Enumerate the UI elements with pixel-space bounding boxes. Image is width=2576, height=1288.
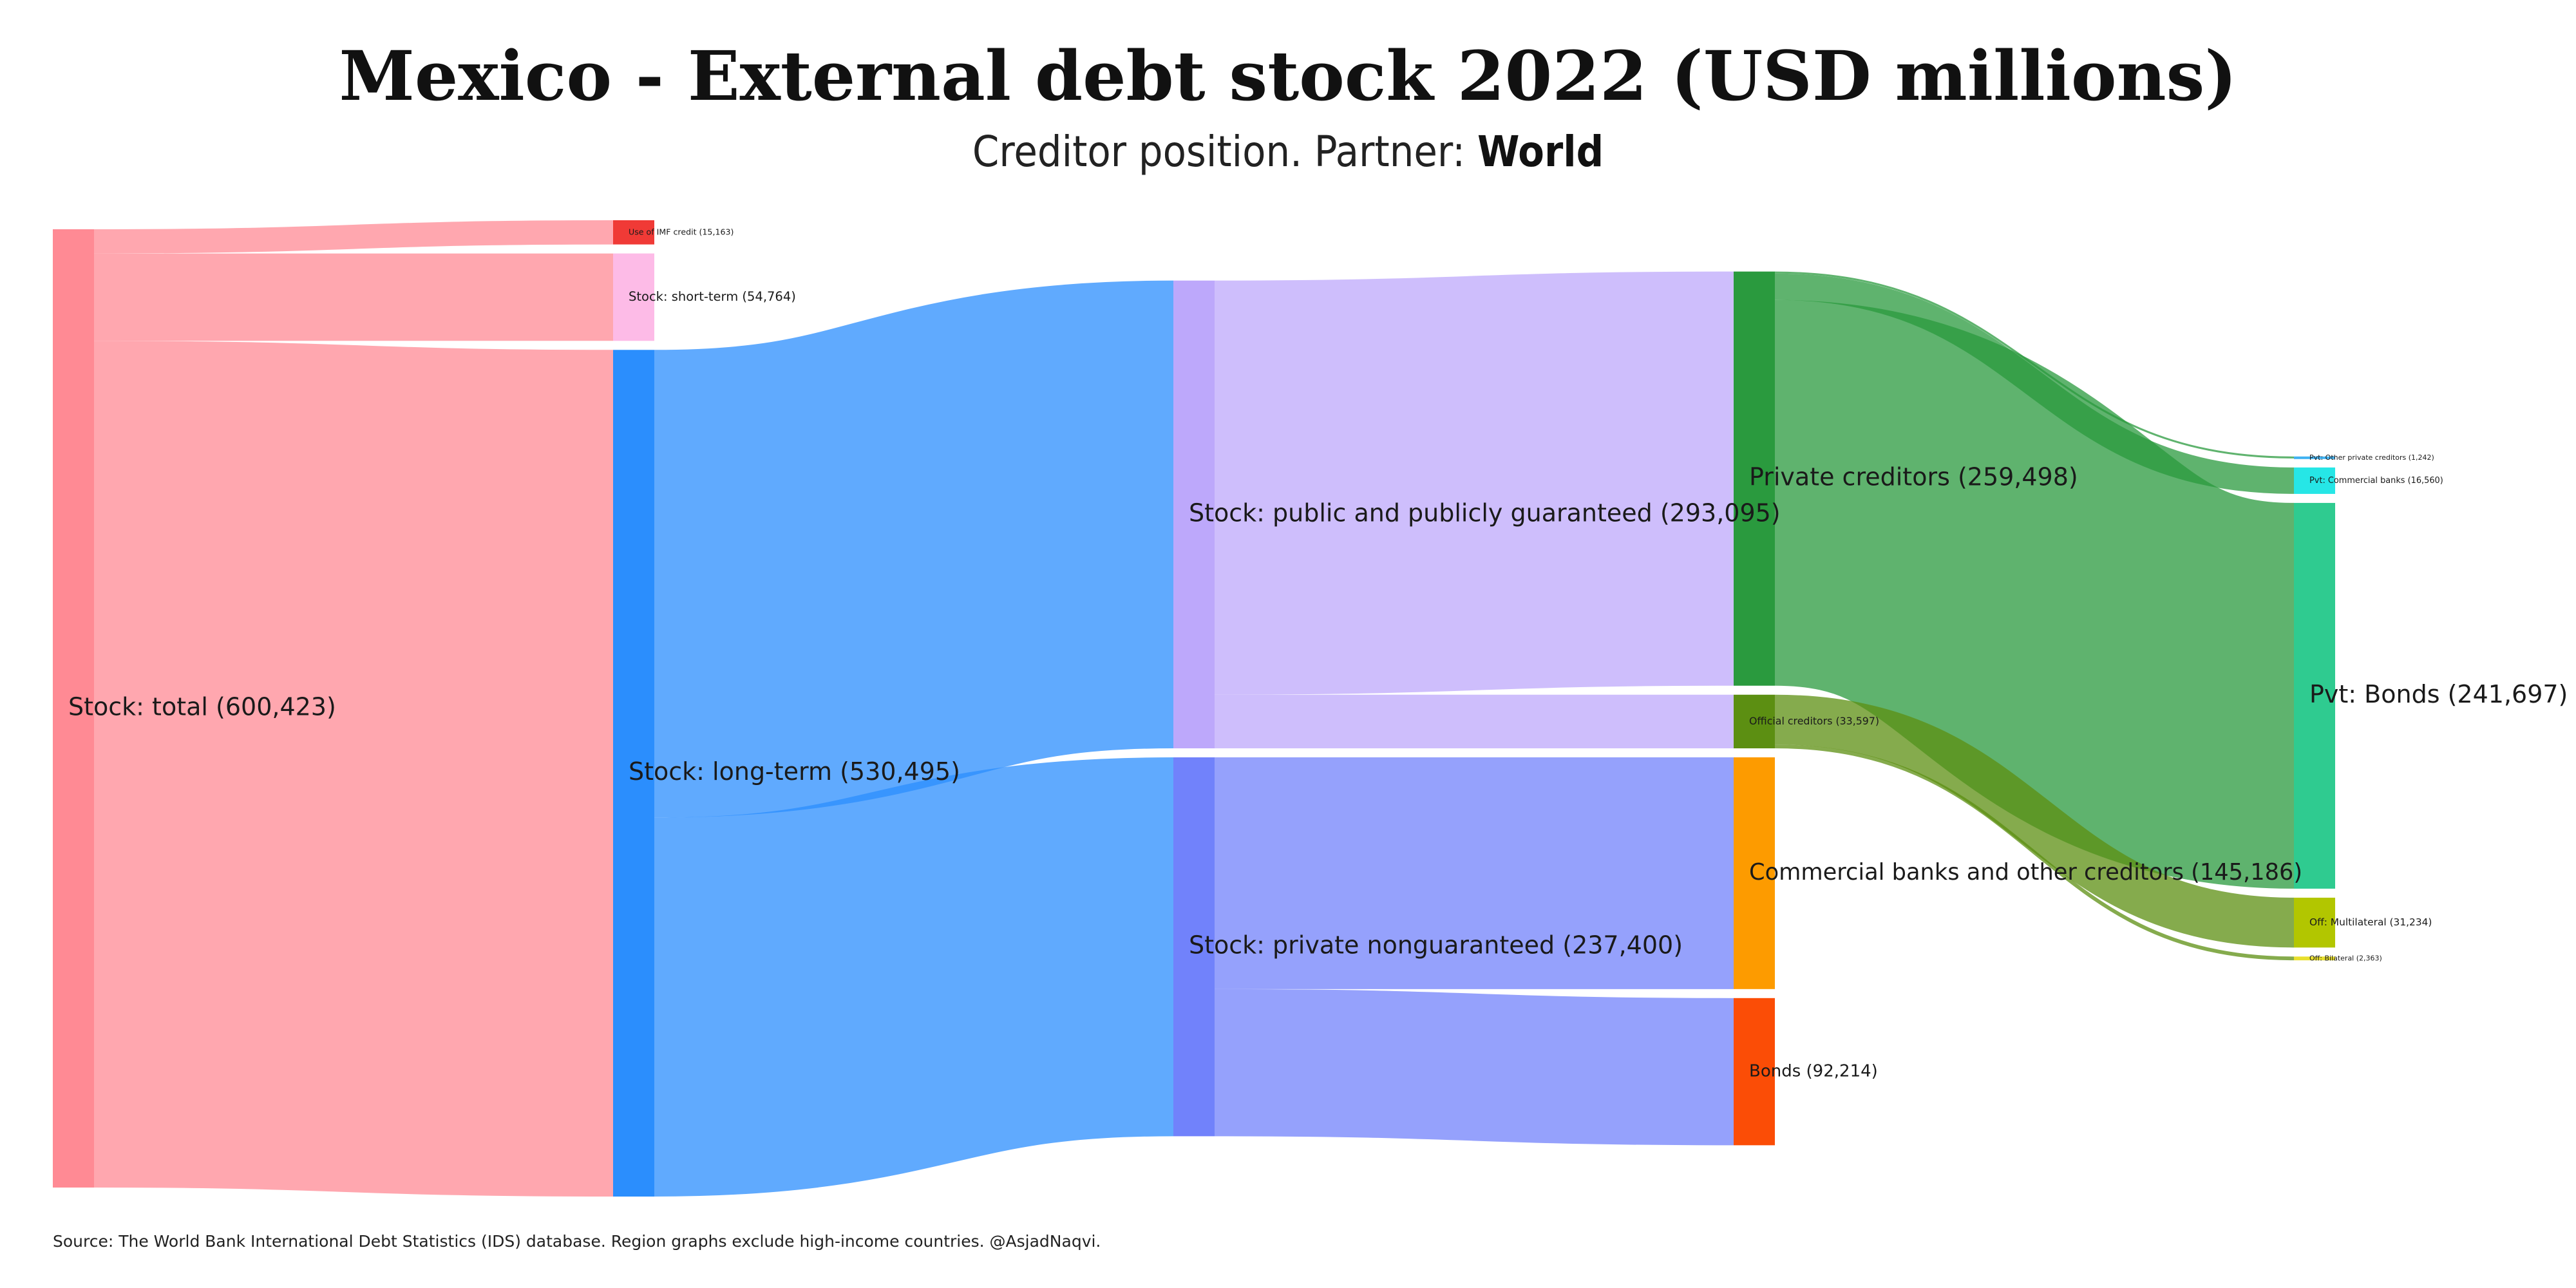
link-ppg-to-private	[1214, 271, 1734, 695]
link-official-to-off_bi	[1774, 744, 2295, 961]
node-label-short: Stock: short-term (54,764)	[629, 289, 796, 304]
node-label-pvt_bonds: Pvt: Bonds (241,697)	[2309, 680, 2568, 708]
subtitle-partner: World	[1477, 127, 1604, 176]
node-png	[1173, 757, 1215, 1137]
link-official-to-off_multi	[1774, 694, 2295, 948]
node-official	[1734, 694, 1775, 749]
node-label-long: Stock: long-term (530,495)	[629, 757, 960, 786]
node-imf	[613, 220, 654, 245]
node-private	[1734, 271, 1775, 686]
node-label-png: Stock: private nonguaranteed (237,400)	[1189, 931, 1683, 960]
node-total	[53, 229, 94, 1188]
link-long-to-png	[653, 757, 1175, 1197]
link-private-to-pvt_bonds	[1771, 299, 2298, 889]
sankey-labels: Stock: total (600,423) Use of IMF credit …	[68, 227, 2568, 1081]
subtitle-prefix: Creditor position. Partner:	[972, 127, 1477, 176]
node-commercial	[1734, 757, 1775, 989]
source-note: Source: The World Bank International Deb…	[53, 1232, 1101, 1251]
sankey-links	[93, 220, 2298, 1197]
link-long-to-ppg	[652, 280, 1175, 818]
node-off_multi	[2294, 897, 2335, 948]
node-label-official: Official creditors (33,597)	[1749, 715, 1879, 727]
node-label-total: Stock: total (600,423)	[68, 693, 336, 721]
node-label-pvt_other: Pvt: Other private creditors (1,242)	[2309, 453, 2434, 462]
node-label-private: Private creditors (259,498)	[1749, 463, 2078, 491]
node-pvt_bonds	[2294, 502, 2335, 889]
node-pvt_comm	[2294, 467, 2335, 494]
node-label-off_bi: Off: Bilateral (2,363)	[2309, 954, 2382, 962]
node-ppg	[1173, 280, 1215, 749]
node-long	[613, 350, 654, 1197]
node-short	[613, 253, 654, 341]
node-pvt_other	[2294, 456, 2335, 459]
node-label-ppg: Stock: public and publicly guaranteed (2…	[1189, 498, 1781, 527]
node-label-commercial: Commercial banks and other creditors (14…	[1749, 859, 2302, 886]
node-off_bi	[2294, 956, 2335, 961]
chart-subtitle: Creditor position. Partner: World	[972, 127, 1604, 176]
link-total-to-long	[93, 341, 614, 1197]
node-label-bonds: Bonds (92,214)	[1749, 1062, 1878, 1081]
node-bonds	[1734, 998, 1775, 1146]
node-label-pvt_comm: Pvt: Commercial banks (16,560)	[2309, 476, 2443, 486]
sankey-nodes	[53, 220, 2335, 1197]
node-label-off_multi: Off: Multilateral (31,234)	[2309, 916, 2432, 928]
link-total-to-imf	[93, 220, 614, 254]
link-png-to-bonds	[1214, 989, 1734, 1146]
chart-title: Mexico - External debt stock 2022 (USD m…	[339, 35, 2237, 116]
node-label-imf: Use of IMF credit (15,163)	[629, 227, 734, 236]
